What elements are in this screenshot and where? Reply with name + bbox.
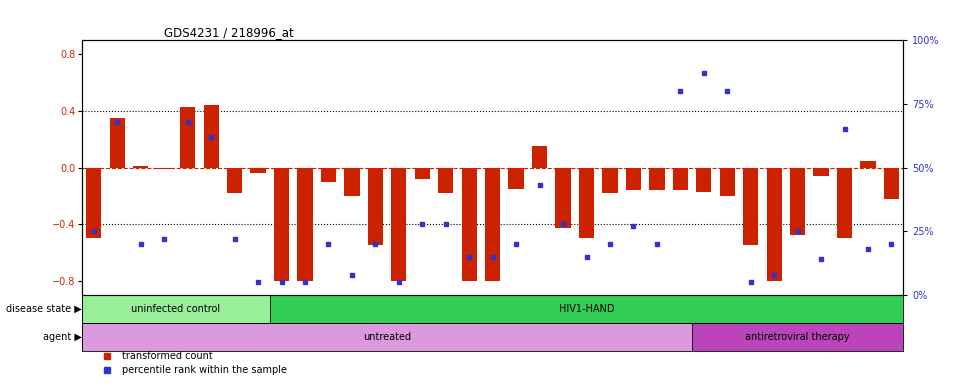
Bar bbox=[462, 167, 477, 281]
Bar bbox=[86, 167, 101, 238]
Bar bbox=[82, 323, 692, 351]
Bar bbox=[508, 167, 524, 189]
Bar bbox=[110, 118, 125, 167]
Bar bbox=[414, 167, 430, 179]
Text: GDS4231 / 218996_at: GDS4231 / 218996_at bbox=[164, 26, 294, 39]
Bar bbox=[133, 166, 149, 167]
Bar bbox=[649, 167, 665, 190]
Bar bbox=[884, 167, 899, 199]
Bar bbox=[790, 167, 806, 235]
Bar bbox=[321, 167, 336, 182]
Bar bbox=[439, 167, 453, 193]
Bar bbox=[720, 167, 735, 196]
Bar bbox=[603, 167, 617, 193]
Text: percentile rank within the sample: percentile rank within the sample bbox=[122, 365, 287, 375]
Bar bbox=[250, 167, 266, 173]
Bar bbox=[555, 167, 571, 228]
Bar bbox=[82, 295, 270, 323]
Bar bbox=[298, 167, 313, 281]
Bar bbox=[626, 167, 641, 190]
Bar bbox=[344, 167, 359, 196]
Text: uninfected control: uninfected control bbox=[131, 304, 220, 314]
Bar bbox=[274, 167, 289, 281]
Bar bbox=[532, 146, 547, 167]
Bar bbox=[156, 167, 172, 169]
Text: disease state ▶: disease state ▶ bbox=[7, 304, 82, 314]
Bar bbox=[270, 295, 903, 323]
Bar bbox=[767, 167, 781, 281]
Bar bbox=[227, 167, 242, 193]
Bar bbox=[837, 167, 852, 238]
Bar bbox=[672, 167, 688, 190]
Text: untreated: untreated bbox=[363, 332, 412, 342]
Bar bbox=[579, 167, 594, 238]
Bar bbox=[180, 107, 195, 167]
Text: transformed count: transformed count bbox=[122, 351, 213, 361]
Bar bbox=[391, 167, 407, 281]
Bar bbox=[368, 167, 383, 245]
Text: agent ▶: agent ▶ bbox=[43, 332, 82, 342]
Bar bbox=[813, 167, 829, 176]
Bar bbox=[861, 161, 875, 167]
Bar bbox=[204, 105, 218, 167]
Bar bbox=[743, 167, 758, 245]
Text: HIV1-HAND: HIV1-HAND bbox=[558, 304, 614, 314]
Bar bbox=[485, 167, 500, 281]
Text: antiretroviral therapy: antiretroviral therapy bbox=[746, 332, 850, 342]
Bar bbox=[692, 323, 903, 351]
Bar bbox=[696, 167, 711, 192]
